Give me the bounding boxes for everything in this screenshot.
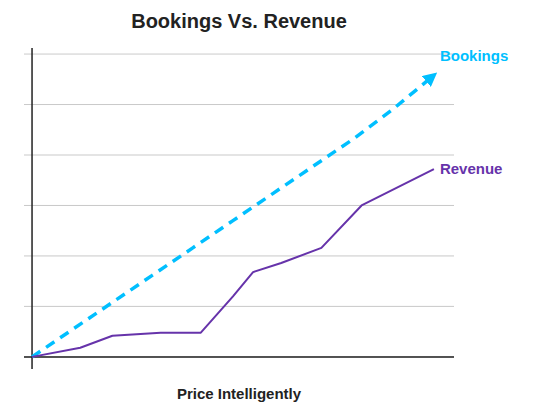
- chart: Bookings Revenue Bookings Vs. Revenue Price…: [0, 0, 544, 413]
- title: Bookings Vs. Revenue: [131, 10, 347, 32]
- grid-line: [24, 356, 454, 357]
- grid-line: [24, 255, 454, 256]
- x-axis-label: Price Intelligently: [177, 385, 302, 402]
- axes: [24, 48, 454, 369]
- grid: [24, 54, 454, 357]
- series-group: [32, 75, 434, 357]
- series-label: Bookings: [440, 47, 508, 64]
- x-axis-line: [24, 356, 454, 358]
- y-axis-line: [31, 48, 33, 369]
- grid-line: [24, 155, 454, 156]
- series-label: Revenue: [440, 160, 503, 177]
- grid-line: [24, 205, 454, 206]
- grid-line: [24, 104, 454, 105]
- series-line: [32, 75, 434, 357]
- grid-line: [24, 54, 454, 55]
- series-line: [32, 169, 434, 357]
- grid-line: [24, 306, 454, 307]
